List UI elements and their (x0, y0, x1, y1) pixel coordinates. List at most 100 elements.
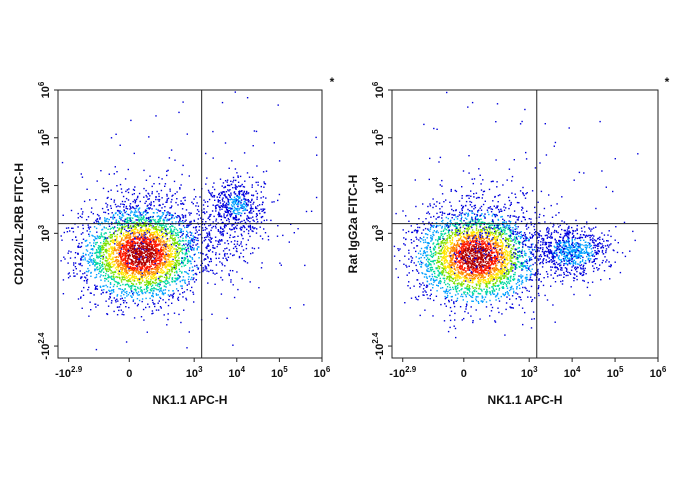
event-dot (162, 228, 164, 230)
event-dot (162, 281, 165, 283)
event-dot (224, 252, 226, 255)
event-dot (67, 273, 70, 275)
event-dot (241, 193, 243, 196)
event-dot (160, 271, 162, 273)
event-dot (79, 264, 81, 266)
event-dot (142, 211, 145, 213)
event-dot (180, 240, 182, 242)
event-dot (166, 195, 168, 197)
event-dot (231, 228, 233, 231)
event-dot (237, 219, 240, 221)
event-dot (157, 302, 159, 304)
event-dot (185, 271, 187, 273)
event-dot (108, 235, 110, 238)
event-dot (153, 257, 155, 260)
event-dot (250, 209, 252, 211)
event-dot (152, 238, 155, 241)
event-dot (173, 228, 175, 231)
event-dot (235, 185, 237, 187)
event-dot (229, 269, 232, 272)
event-dot (164, 259, 166, 261)
event-dot (109, 283, 112, 285)
event-dot (155, 249, 157, 251)
event-dot (226, 215, 228, 217)
event-dot (118, 254, 120, 256)
event-dot (217, 199, 219, 201)
event-dot (191, 276, 193, 279)
event-dot (220, 191, 222, 194)
event-dot (127, 217, 129, 219)
event-dot (240, 243, 242, 245)
event-dot (93, 221, 95, 224)
event-dot (148, 216, 150, 219)
event-dot (479, 283, 482, 285)
event-dot (148, 225, 151, 227)
event-dot (139, 259, 141, 261)
event-dot (159, 235, 161, 237)
event-dot (104, 267, 106, 269)
event-dot (155, 239, 157, 242)
event-dot (127, 226, 130, 229)
event-dot (539, 230, 541, 232)
event-dot (206, 270, 208, 272)
event-dot (502, 260, 504, 262)
event-dot (231, 213, 233, 215)
event-dot (95, 276, 98, 278)
event-dot (165, 248, 167, 251)
event-dot (106, 240, 108, 242)
event-dot (181, 279, 183, 282)
event-dot (231, 160, 233, 162)
event-dot (214, 283, 216, 285)
event-dot (135, 250, 137, 252)
event-dot (159, 265, 161, 267)
event-dot (136, 196, 139, 199)
event-dot (169, 231, 171, 233)
event-dot (120, 281, 123, 283)
event-dot (101, 207, 104, 210)
event-dot (120, 266, 122, 269)
event-dot (163, 256, 165, 258)
event-dot (244, 198, 246, 201)
event-dot (175, 249, 178, 251)
event-dot (468, 246, 471, 248)
event-dot (201, 227, 204, 229)
event-dot (134, 249, 136, 251)
event-dot (160, 246, 163, 249)
event-dot (117, 306, 119, 308)
event-dot (139, 247, 141, 250)
event-dot (158, 210, 160, 212)
event-dot (129, 214, 131, 217)
event-dot (168, 276, 171, 278)
event-dot (176, 277, 179, 279)
event-dot (244, 226, 246, 229)
event-dot (136, 224, 138, 226)
event-dot (226, 317, 228, 319)
event-dot (126, 235, 128, 237)
event-dot (168, 257, 171, 259)
event-dot (107, 274, 109, 276)
event-dot (111, 258, 113, 261)
event-dot (157, 228, 159, 231)
event-dot (175, 283, 178, 285)
event-dot (219, 215, 221, 217)
event-dot (495, 231, 498, 233)
event-dot (234, 207, 236, 210)
event-dot (107, 213, 110, 215)
event-dot (159, 271, 161, 274)
event-dot (229, 214, 231, 216)
event-dot (213, 247, 215, 249)
event-dot (506, 268, 509, 271)
event-dot (138, 278, 141, 280)
event-dot (166, 253, 169, 256)
event-dot (483, 255, 485, 257)
event-dot (169, 265, 172, 268)
event-dot (472, 255, 474, 258)
event-dot (178, 257, 180, 259)
event-dot (133, 249, 135, 251)
event-dot (133, 245, 135, 247)
event-dot (183, 259, 185, 261)
event-dot (186, 226, 188, 228)
event-dot (143, 261, 145, 263)
event-dot (112, 258, 114, 260)
event-dot (155, 309, 158, 311)
